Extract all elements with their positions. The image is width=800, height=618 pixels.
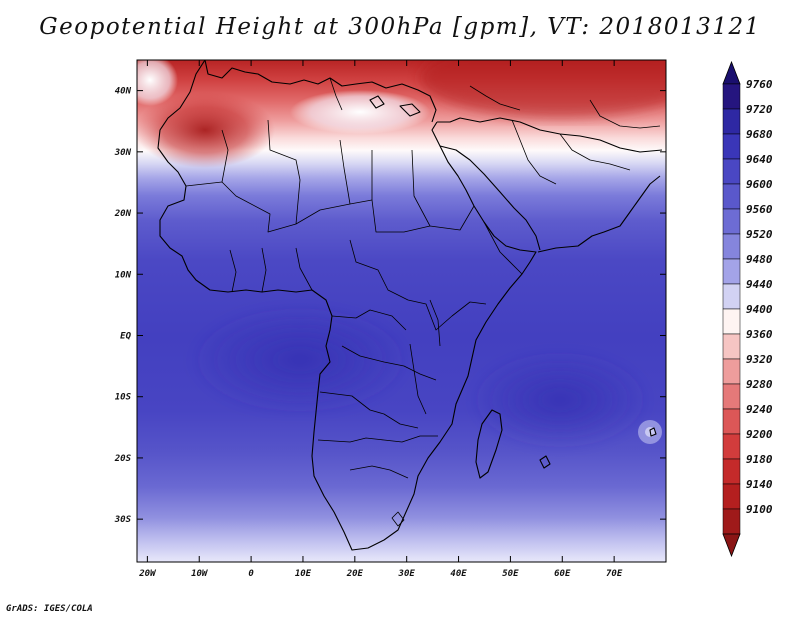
lon-tick-label: 10E	[295, 569, 312, 579]
lat-tick-label: 40N	[115, 87, 132, 97]
colorbar-label: 9180	[746, 453, 773, 466]
colorbar-swatch	[722, 508, 741, 535]
colorbar-label: 9440	[746, 278, 773, 291]
colorbar-label: 9100	[746, 503, 773, 516]
colorbar: 9760 9720 9680 9640 9600 9560 9520 9480 9440 9400…	[722, 60, 773, 558]
colorbar-label: 9600	[746, 178, 773, 191]
colorbar-swatch	[722, 308, 741, 335]
colorbar-label: 9360	[746, 328, 773, 341]
chart-title: Geopotential Height at 300hPa [gpm], VT:…	[39, 14, 761, 40]
geopotential-map: 20W 10W 0 10E 20E 30E 40E 50E 60E 70E 40N 30N 20N 10N…	[114, 59, 773, 579]
colorbar-label: 9140	[746, 478, 773, 491]
coastlines	[157, 60, 663, 551]
colorbar-label: 9520	[746, 228, 773, 241]
colorbar-swatch	[722, 133, 741, 160]
colorbar-label: 9560	[746, 203, 773, 216]
lon-tick-label: 40E	[450, 569, 467, 579]
lon-tick-label: 0	[248, 569, 254, 579]
colorbar-label: 9280	[746, 378, 773, 391]
colorbar-swatch	[722, 83, 741, 110]
lat-tick-label: 30N	[114, 148, 132, 158]
colorbar-swatch	[722, 408, 741, 435]
colorbar-swatch	[722, 333, 741, 360]
colorbar-label: 9400	[746, 303, 773, 316]
colorbar-swatch	[722, 233, 741, 260]
colorbar-swatch	[722, 283, 741, 310]
colorbar-label: 9640	[746, 153, 773, 166]
colorbar-swatch	[722, 208, 741, 235]
lat-tick-label: 30S	[114, 515, 132, 525]
grads-credit: GrADS: IGES/COLA	[6, 604, 93, 614]
colorbar-swatch	[722, 258, 741, 285]
lon-tick-label: 70E	[606, 569, 623, 579]
colorbar-swatch	[722, 183, 741, 210]
lat-tick-label: EQ	[120, 331, 131, 341]
lon-tick-label: 50E	[502, 569, 519, 579]
lat-tick-label: 20N	[114, 209, 132, 219]
colorbar-label: 9680	[746, 128, 773, 141]
lon-tick-label: 60E	[554, 569, 571, 579]
height-field	[137, 60, 666, 562]
map-frame	[136, 59, 667, 563]
colorbar-swatch	[722, 483, 741, 510]
colorbar-label: 9200	[746, 428, 773, 441]
lat-tick-label: 10S	[115, 393, 132, 403]
colorbar-swatch	[722, 383, 741, 410]
lon-tick-label: 30E	[398, 569, 416, 579]
axis-ticks: 20W 10W 0 10E 20E 30E 40E 50E 60E 70E 40N 30N 20N 10N…	[114, 60, 666, 579]
colorbar-label: 9320	[746, 353, 773, 366]
lon-tick-label: 20W	[138, 569, 157, 579]
lat-tick-label: 20S	[114, 454, 132, 464]
colorbar-label: 9760	[746, 78, 773, 91]
lat-tick-label: 10N	[115, 270, 132, 280]
colorbar-label: 9240	[746, 403, 773, 416]
colorbar-label: 9720	[746, 103, 773, 116]
lon-tick-label: 20E	[346, 569, 364, 579]
colorbar-swatch	[722, 433, 741, 460]
lon-tick-label: 10W	[191, 569, 209, 579]
colorbar-top-arrow	[722, 60, 741, 85]
colorbar-swatch	[722, 458, 741, 485]
colorbar-swatch	[722, 358, 741, 385]
country-borders	[185, 77, 661, 527]
colorbar-label: 9480	[746, 253, 773, 266]
colorbar-swatch	[722, 158, 741, 185]
colorbar-bottom-arrow	[722, 533, 741, 558]
colorbar-swatch	[722, 108, 741, 135]
